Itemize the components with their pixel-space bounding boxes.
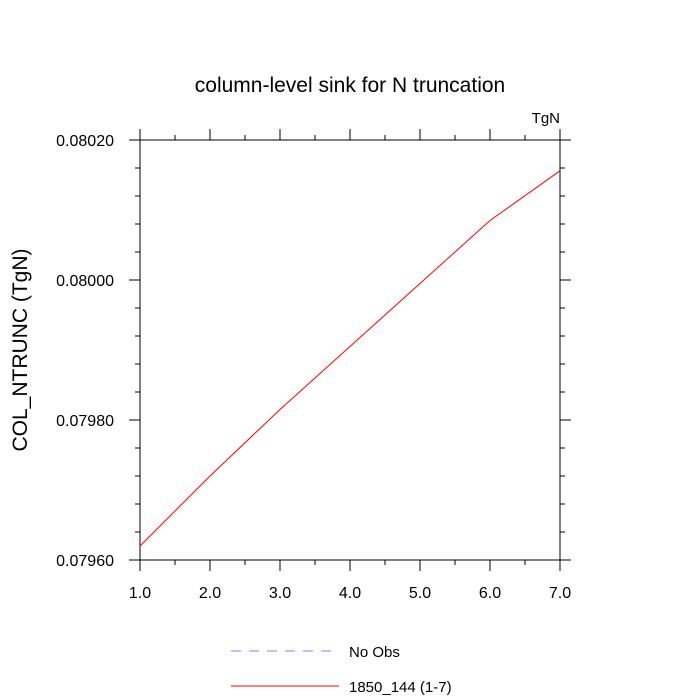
y-tick-label: 0.08020 <box>56 133 114 150</box>
x-tick-label: 4.0 <box>339 585 361 602</box>
legend: No Obs 1850_144 (1-7) <box>231 644 452 696</box>
y-tick-label: 0.07960 <box>56 553 114 570</box>
x-tick-label: 1.0 <box>129 585 151 602</box>
x-tick-labels: 1.0 2.0 3.0 4.0 5.0 6.0 7.0 <box>129 585 571 602</box>
legend-label: 1850_144 (1-7) <box>349 679 452 696</box>
legend-label: No Obs <box>349 644 400 661</box>
y-tick-label: 0.08000 <box>56 273 114 290</box>
y-axis-label: COL_NTRUNC (TgN) <box>9 248 32 451</box>
x-tick-label: 7.0 <box>549 585 571 602</box>
axis-ticks <box>129 129 571 571</box>
chart-title: column-level sink for N truncation <box>195 74 505 97</box>
x-tick-label: 5.0 <box>409 585 431 602</box>
series-lines <box>139 170 561 547</box>
x-tick-label: 3.0 <box>269 585 291 602</box>
y-tick-labels: 0.07960 0.07980 0.08000 0.08020 <box>56 133 114 570</box>
units-label: TgN <box>532 110 560 127</box>
x-tick-label: 2.0 <box>199 585 221 602</box>
y-tick-label: 0.07980 <box>56 413 114 430</box>
series-line <box>139 170 561 547</box>
plot-frame <box>139 139 561 561</box>
x-tick-label: 6.0 <box>479 585 501 602</box>
